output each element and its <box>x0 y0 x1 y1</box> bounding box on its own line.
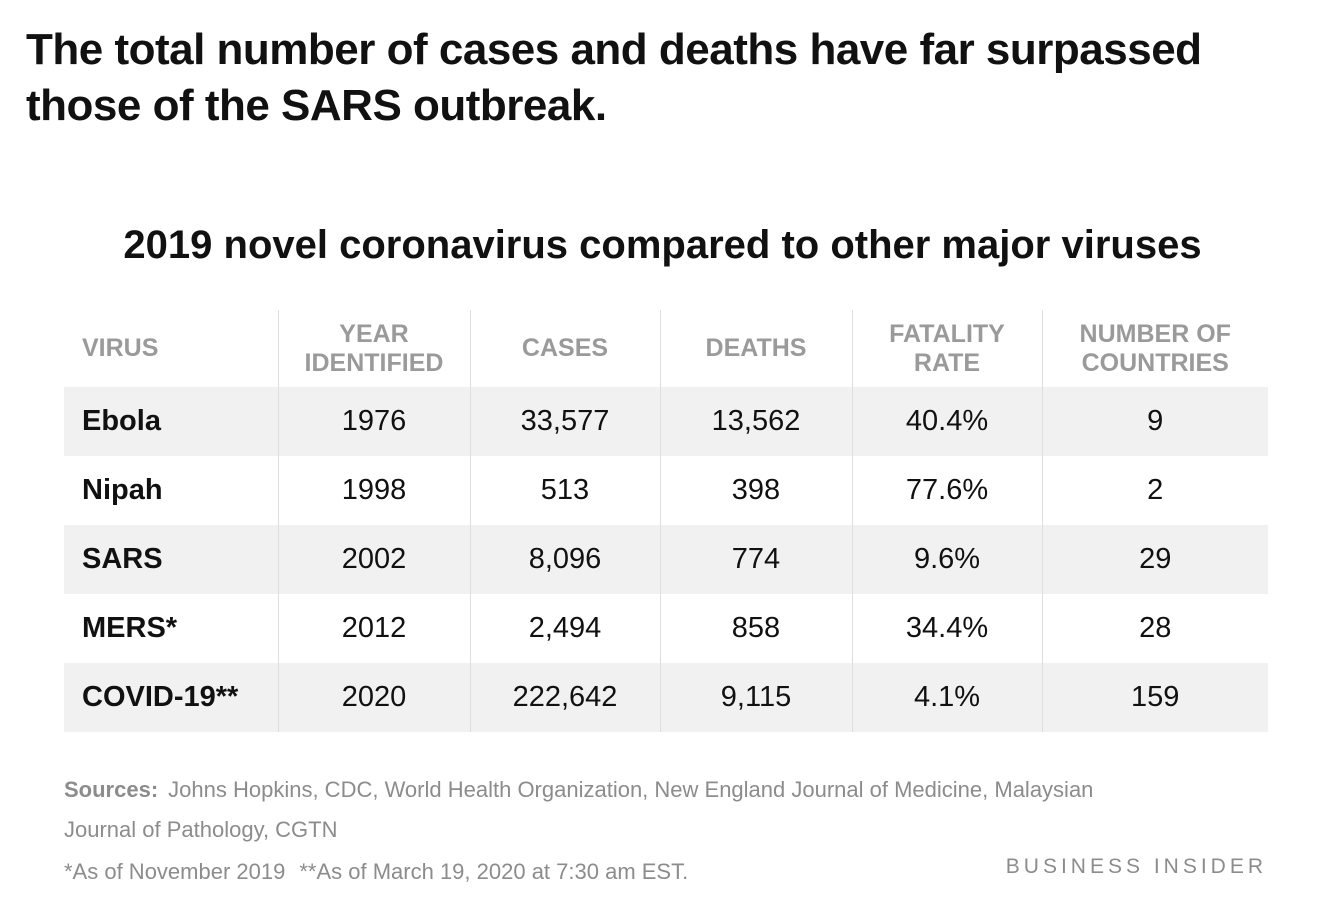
footnote-covid: **As of March 19, 2020 at 7:30 am EST. <box>299 859 689 884</box>
cell-fatality-rate: 4.1% <box>851 663 1042 732</box>
cell-countries: 2 <box>1041 456 1268 525</box>
sources-text: Johns Hopkins, CDC, World Health Organiz… <box>64 777 1094 842</box>
table-header-row: VIRUS YEAR IDENTIFIED CASES DEATHS FATAL… <box>64 310 1268 387</box>
table-row-nipah: Nipah 1998 513 398 77.6% 2 <box>64 456 1268 525</box>
business-insider-logo: BUSINESS INSIDER <box>1005 855 1267 878</box>
cell-cases: 222,642 <box>469 663 660 732</box>
column-header-virus: VIRUS <box>64 310 278 387</box>
column-header-year-identified: YEAR IDENTIFIED <box>277 310 470 387</box>
column-header-deaths: DEATHS <box>659 310 852 387</box>
table-row-mers: MERS* 2012 2,494 858 34.4% 28 <box>64 594 1268 663</box>
cell-deaths: 9,115 <box>659 663 852 732</box>
cell-fatality-rate: 34.4% <box>851 594 1042 663</box>
column-header-cases: CASES <box>469 310 660 387</box>
cell-cases: 2,494 <box>469 594 660 663</box>
chart-title: 2019 novel coronavirus compared to other… <box>123 223 1202 267</box>
table-row-covid-19: COVID-19** 2020 222,642 9,115 4.1% 159 <box>64 663 1268 732</box>
cell-countries: 28 <box>1041 594 1268 663</box>
column-header-number-of-countries: NUMBER OF COUNTRIES <box>1041 310 1268 387</box>
cell-cases: 8,096 <box>469 525 660 594</box>
cell-countries: 9 <box>1041 387 1268 456</box>
virus-comparison-table: VIRUS YEAR IDENTIFIED CASES DEATHS FATAL… <box>64 310 1268 732</box>
cell-year: 1998 <box>277 456 470 525</box>
cell-year: 2012 <box>277 594 470 663</box>
cell-fatality-rate: 9.6% <box>851 525 1042 594</box>
cell-deaths: 858 <box>659 594 852 663</box>
footnotes: *As of November 2019 **As of March 19, 20… <box>64 857 688 887</box>
cell-year: 2002 <box>277 525 470 594</box>
footnote-mers: *As of November 2019 <box>64 859 286 884</box>
data-table: VIRUS YEAR IDENTIFIED CASES DEATHS FATAL… <box>64 310 1268 732</box>
cell-virus: Ebola <box>64 387 278 456</box>
sources-label: Sources: <box>64 777 159 802</box>
cell-fatality-rate: 40.4% <box>851 387 1042 456</box>
cell-cases: 513 <box>469 456 660 525</box>
cell-virus: SARS <box>64 525 278 594</box>
cell-virus: COVID-19** <box>64 663 278 732</box>
sources-note: Sources: Johns Hopkins, CDC, World Health… <box>64 770 1144 850</box>
cell-cases: 33,577 <box>469 387 660 456</box>
cell-year: 1976 <box>277 387 470 456</box>
cell-fatality-rate: 77.6% <box>851 456 1042 525</box>
cell-countries: 159 <box>1041 663 1268 732</box>
cell-countries: 29 <box>1041 525 1268 594</box>
cell-year: 2020 <box>277 663 470 732</box>
cell-deaths: 398 <box>659 456 852 525</box>
cell-deaths: 774 <box>659 525 852 594</box>
table-row-sars: SARS 2002 8,096 774 9.6% 29 <box>64 525 1268 594</box>
column-header-fatality-rate: FATALITY RATE <box>851 310 1042 387</box>
cell-virus: Nipah <box>64 456 278 525</box>
headline: The total number of cases and deaths hav… <box>26 25 1202 130</box>
cell-virus: MERS* <box>64 594 278 663</box>
table-row-ebola: Ebola 1976 33,577 13,562 40.4% 9 <box>64 387 1268 456</box>
cell-deaths: 13,562 <box>659 387 852 456</box>
